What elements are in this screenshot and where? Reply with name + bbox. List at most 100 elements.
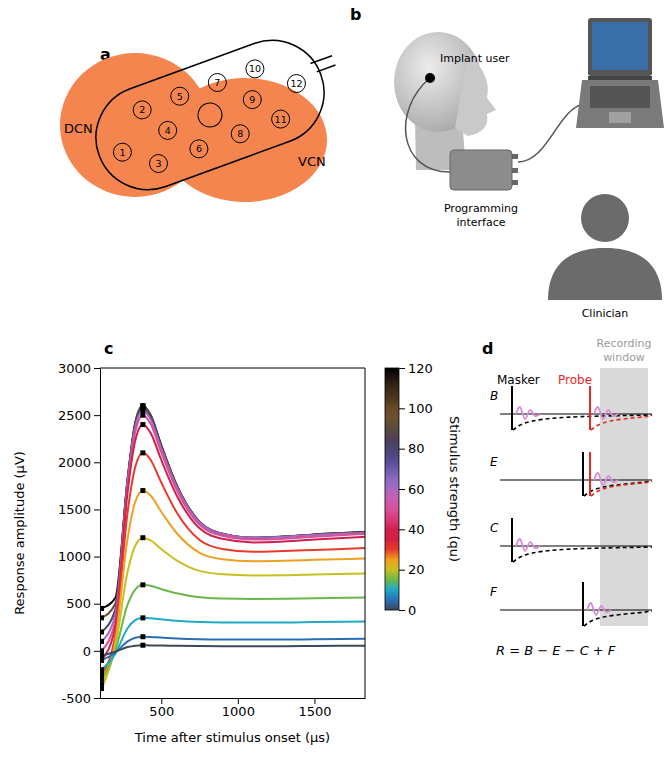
y-axis-tick: 500 — [66, 596, 100, 611]
laptop-display — [592, 22, 648, 70]
y-axis-tick-label: 2500 — [58, 408, 91, 423]
panel-c: c50010001500-500050010001500200025003000… — [12, 339, 462, 745]
baseline — [500, 609, 652, 610]
y-axis-tick-mark — [94, 557, 100, 558]
x-axis-tick: 500 — [149, 698, 174, 719]
electrode-contact — [111, 141, 134, 164]
electrode-contact — [156, 119, 179, 142]
colorbar-axis: 020406080100120 — [399, 361, 433, 618]
neural-response — [594, 473, 618, 485]
plot-marks — [100, 403, 365, 691]
implant — [425, 73, 435, 83]
electrode-label: 3 — [155, 158, 161, 169]
electrode-contact — [243, 57, 266, 80]
connector — [512, 180, 518, 185]
y-axis-tick: 1500 — [58, 502, 100, 517]
electrode-label: 11 — [275, 114, 287, 125]
window-label: window — [603, 351, 645, 364]
marker-point — [140, 615, 145, 620]
y-axis-tick: 3000 — [58, 361, 100, 376]
connector — [512, 168, 518, 173]
colorbar-axis-tick-mark — [399, 449, 405, 450]
x-axis-tick-mark — [238, 698, 239, 704]
figure: aDCNVCN123456789101112bImplant userProgr… — [0, 0, 670, 761]
electrode-label: 2 — [139, 104, 145, 115]
x-axis-tick-mark — [314, 698, 315, 704]
y-axis-title: Response amplitude (µV) — [12, 451, 27, 615]
formula: R = B − E − C + F — [496, 643, 616, 658]
colorbar-axis-tick-mark — [399, 610, 405, 611]
panel-letter: d — [482, 339, 493, 358]
pulse — [582, 582, 584, 626]
y-axis-tick-label: 1500 — [58, 502, 91, 517]
panel-b: bImplant userProgramminginterfaceClinici… — [350, 5, 664, 320]
colorbar-title: Stimulus strength (qu) — [447, 416, 462, 562]
cable — [518, 104, 584, 162]
plot-frame — [100, 368, 365, 369]
probe-label: Probe — [558, 373, 592, 387]
y-axis-tick-label: 0 — [83, 644, 91, 659]
electrode-paddle: 123456789101112 — [81, 20, 354, 204]
reference-electrode — [195, 100, 226, 131]
connector — [512, 154, 518, 159]
condition-row: F — [490, 582, 652, 626]
laptop-keyboard — [590, 86, 650, 108]
panel-letter: b — [350, 5, 361, 24]
electrode-label: 4 — [165, 125, 171, 136]
pulse — [589, 386, 591, 430]
x-axis-tick: 1500 — [298, 698, 331, 719]
programming-interface — [450, 150, 512, 190]
electrode-contact — [229, 122, 252, 145]
electrode: 2 — [131, 98, 154, 121]
marker-point — [140, 403, 145, 408]
y-axis-tick-mark — [94, 368, 100, 369]
electrode-label: 12 — [290, 78, 302, 89]
marker-point — [140, 488, 145, 493]
marker-point — [140, 413, 145, 418]
region-label: VCN — [298, 154, 326, 169]
electrode-label: 7 — [214, 77, 220, 88]
response-curve — [102, 618, 365, 670]
x-axis-tick: 1000 — [222, 698, 255, 719]
electrode: 10 — [243, 57, 266, 80]
electrode-contact — [131, 98, 154, 121]
colorbar-axis-tick-mark — [399, 408, 405, 409]
colorbar-axis-tick: 120 — [399, 361, 433, 376]
x-axis-line — [101, 698, 366, 699]
x-axis: 500 1000 1500 — [101, 698, 366, 719]
y-axis-tick-label: -500 — [61, 691, 91, 706]
electrode-label: 8 — [237, 128, 243, 139]
neural-response — [516, 539, 540, 551]
pulse — [582, 452, 584, 496]
pulse — [589, 452, 591, 496]
colorbar-axis-tick-label: 0 — [408, 603, 416, 618]
electrode-contact — [285, 72, 308, 95]
artifact-decay — [584, 481, 652, 496]
y-axis-tick: 2000 — [58, 455, 100, 470]
electrode: 6 — [187, 137, 210, 160]
colorbar-axis-tick-mark — [399, 570, 405, 571]
device-label: Programming — [444, 202, 518, 215]
electrode-contact — [168, 85, 191, 108]
electrode: 4 — [156, 119, 179, 142]
colorbar-axis-tick-label: 120 — [408, 361, 433, 376]
response-curve — [102, 491, 365, 684]
y-axis-line — [100, 369, 101, 699]
colorbar-axis-tick-mark — [399, 529, 405, 530]
electrode-contact — [206, 71, 229, 94]
marker-point — [140, 403, 145, 408]
y-axis-tick: 2500 — [58, 408, 100, 423]
y-axis-tick-mark — [94, 651, 100, 652]
electrode: 12 — [285, 72, 308, 95]
colorbar-axis-tick: 20 — [399, 562, 425, 577]
electrode: 1 — [111, 141, 134, 164]
y-axis-tick-mark — [94, 604, 100, 605]
person-label: Clinician — [582, 307, 629, 320]
electrode-label: 10 — [249, 63, 261, 74]
device-label: interface — [456, 216, 505, 229]
electrode-contact — [147, 152, 170, 175]
colorbar-axis-tick: 40 — [399, 522, 425, 537]
y-axis-tick: -500 — [61, 691, 100, 706]
condition-row: E — [490, 452, 652, 496]
response-curve — [102, 415, 365, 651]
